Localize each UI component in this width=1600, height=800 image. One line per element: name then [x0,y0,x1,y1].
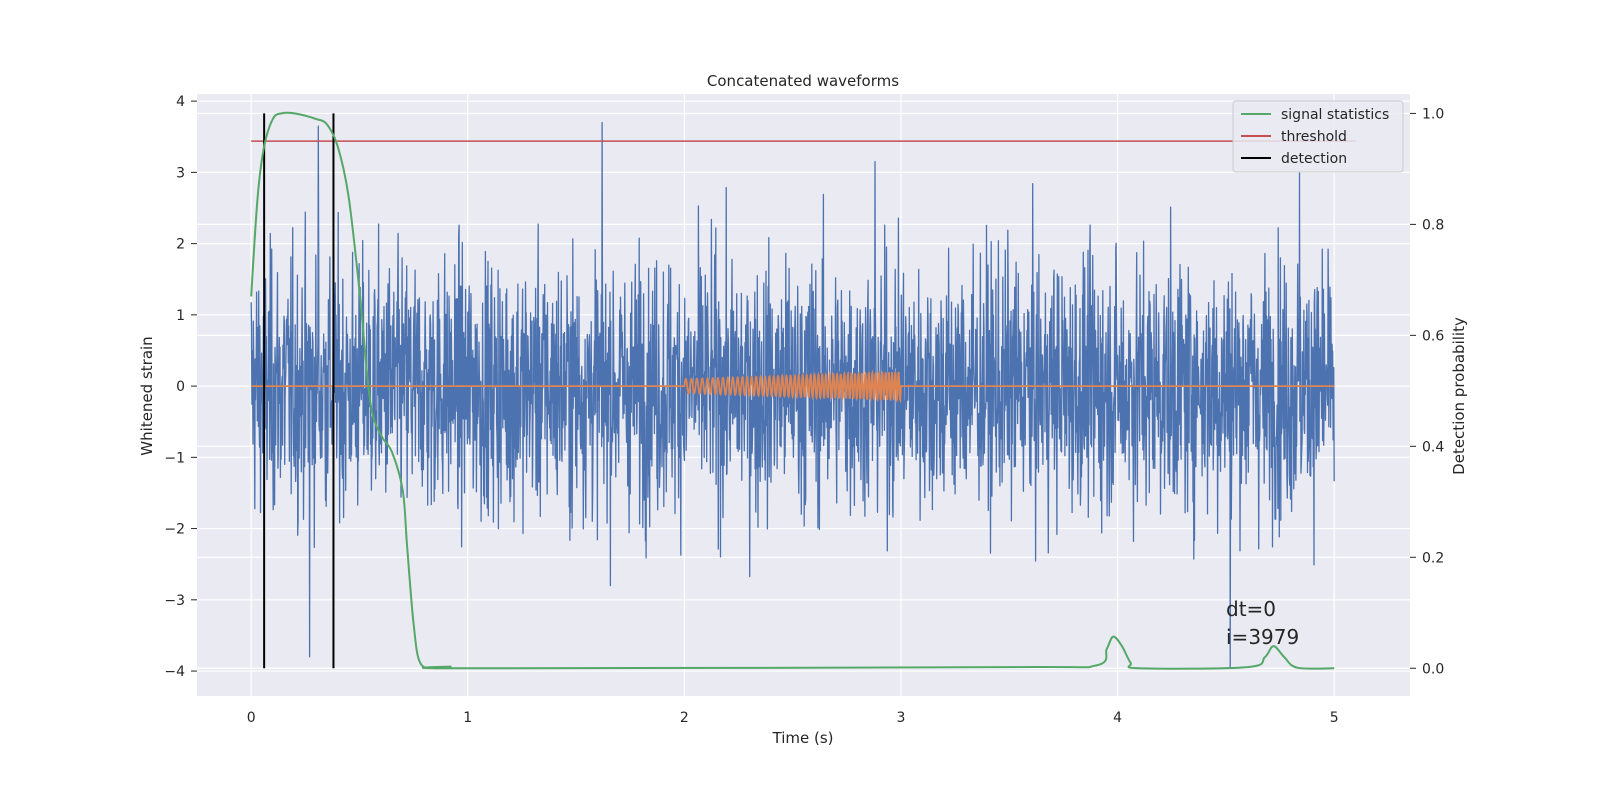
legend-label: detection [1281,151,1347,167]
y-left-tick-label: −3 [164,593,185,609]
y-axis-label-right: Detection probability [1450,317,1468,475]
y-left-tick-label: 3 [176,165,185,181]
y-left-tick-label: −1 [164,450,185,466]
y-right-tick-label: 0.0 [1422,661,1444,677]
y-axis-label-left: Whitened strain [138,336,156,455]
series-line-injected-chirp [251,369,1335,404]
chirp-series [251,369,1335,404]
x-axis-label: Time (s) [772,729,834,747]
x-tick-label: 0 [247,710,256,726]
y-right-tick-label: 0.4 [1422,439,1444,455]
legend-label: threshold [1281,129,1347,145]
legend-box [1232,100,1404,173]
y-right-tick-label: 1.0 [1422,106,1444,122]
series-line-signal-statistics [250,111,1335,670]
strain-series [250,121,1335,669]
annotation: dt=0 i=3979 [1226,597,1299,649]
x-tick-label: 2 [680,710,689,726]
x-tick-label: 5 [1330,710,1339,726]
y-left-tick-label: 0 [176,379,185,395]
y-left-tick-label: 2 [176,237,185,253]
annotation-text: i=3979 [1226,625,1299,649]
legend-label: signal statistics [1281,107,1389,123]
y-left-tick-label: −4 [164,664,185,680]
y-left-tick-label: 4 [176,94,185,110]
overlay-series [250,111,1356,670]
axis-ticks: 0 1 2 3 4 5 −4 −3 −2 −1 0 1 2 3 4 0.0 0.2 0.4 0.6 0.8 1.0 [164,94,1444,726]
x-tick-label: 3 [897,710,906,726]
y-right-tick-label: 0.8 [1422,217,1444,233]
chart-title: Concatenated waveforms [707,72,899,90]
x-tick-label: 1 [463,710,472,726]
series-line-whitened-strain [250,121,1335,669]
y-left-tick-label: 1 [176,308,185,324]
y-left-tick-label: −2 [164,522,185,538]
legend: signal statistics threshold detection [1232,100,1404,173]
x-tick-label: 4 [1113,710,1122,726]
y-right-tick-label: 0.6 [1422,328,1444,344]
annotation-text: dt=0 [1226,597,1276,621]
y-right-tick-label: 0.2 [1422,550,1444,566]
